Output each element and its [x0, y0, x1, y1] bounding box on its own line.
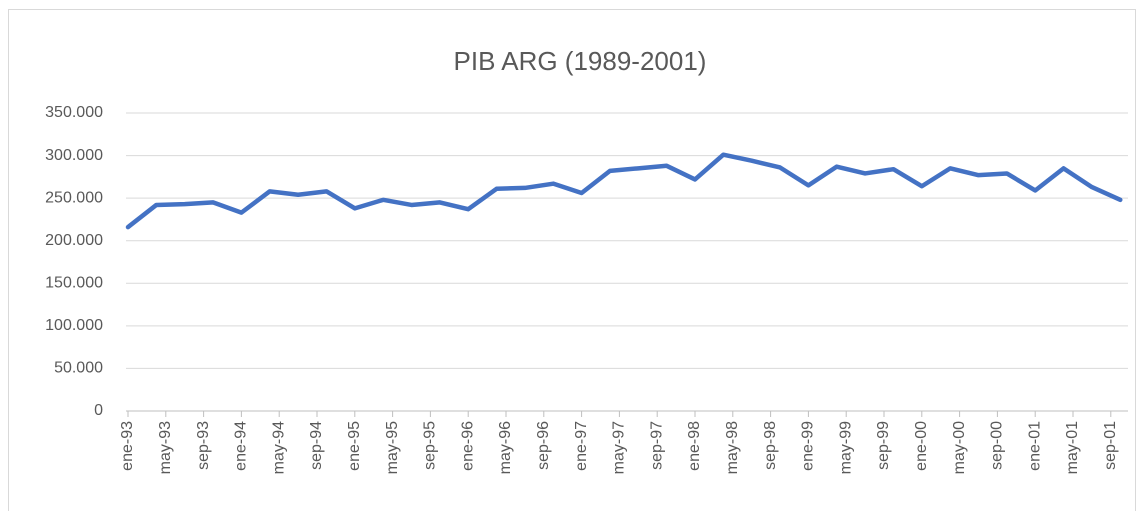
x-tick-label: may-94 [270, 421, 287, 474]
x-tick-label: ene-95 [346, 421, 363, 471]
x-tick-label: ene-00 [913, 421, 930, 471]
x-tick-label: may-97 [611, 421, 628, 474]
y-tick-label: 300.000 [45, 147, 103, 164]
y-tick-label: 250.000 [45, 189, 103, 206]
x-tick-label: ene-98 [686, 421, 703, 471]
x-tick-label: ene-93 [119, 421, 136, 471]
x-tick-label: sep-99 [875, 421, 892, 470]
x-tick-label: may-96 [497, 421, 514, 474]
x-tick-label: sep-97 [648, 421, 665, 470]
x-tick-label: sep-01 [1102, 421, 1119, 470]
x-tick-label: ene-97 [573, 421, 590, 471]
y-tick-label: 50.000 [54, 360, 103, 377]
x-tick-label: ene-99 [800, 421, 817, 471]
x-tick-label: may-95 [384, 421, 401, 474]
y-tick-label: 100.000 [45, 317, 103, 334]
y-tick-label: 200.000 [45, 232, 103, 249]
x-tick-label: sep-94 [308, 421, 325, 470]
x-tick-label: sep-93 [195, 421, 212, 470]
x-tick-label: sep-96 [535, 421, 552, 470]
line-series [125, 152, 1123, 230]
x-tick-label: may-98 [724, 421, 741, 474]
chart-frame [8, 9, 1136, 511]
y-tick-label: 0 [94, 402, 103, 419]
x-tick-label: may-93 [157, 421, 174, 474]
x-tick-label: sep-95 [422, 421, 439, 470]
chart-title: PIB ARG (1989-2001) [454, 46, 707, 76]
x-tick-label: ene-01 [1026, 421, 1043, 471]
y-tick-label: 350.000 [45, 104, 103, 121]
x-tick-label: ene-96 [459, 421, 476, 471]
x-tick-label: ene-94 [233, 421, 250, 471]
x-tick-label: may-99 [837, 421, 854, 474]
x-tick-label: may-00 [951, 421, 968, 474]
x-tick-label: sep-00 [989, 421, 1006, 470]
y-tick-label: 150.000 [45, 275, 103, 292]
x-tick-label: sep-98 [762, 421, 779, 470]
x-tick-label: may-01 [1064, 421, 1081, 474]
